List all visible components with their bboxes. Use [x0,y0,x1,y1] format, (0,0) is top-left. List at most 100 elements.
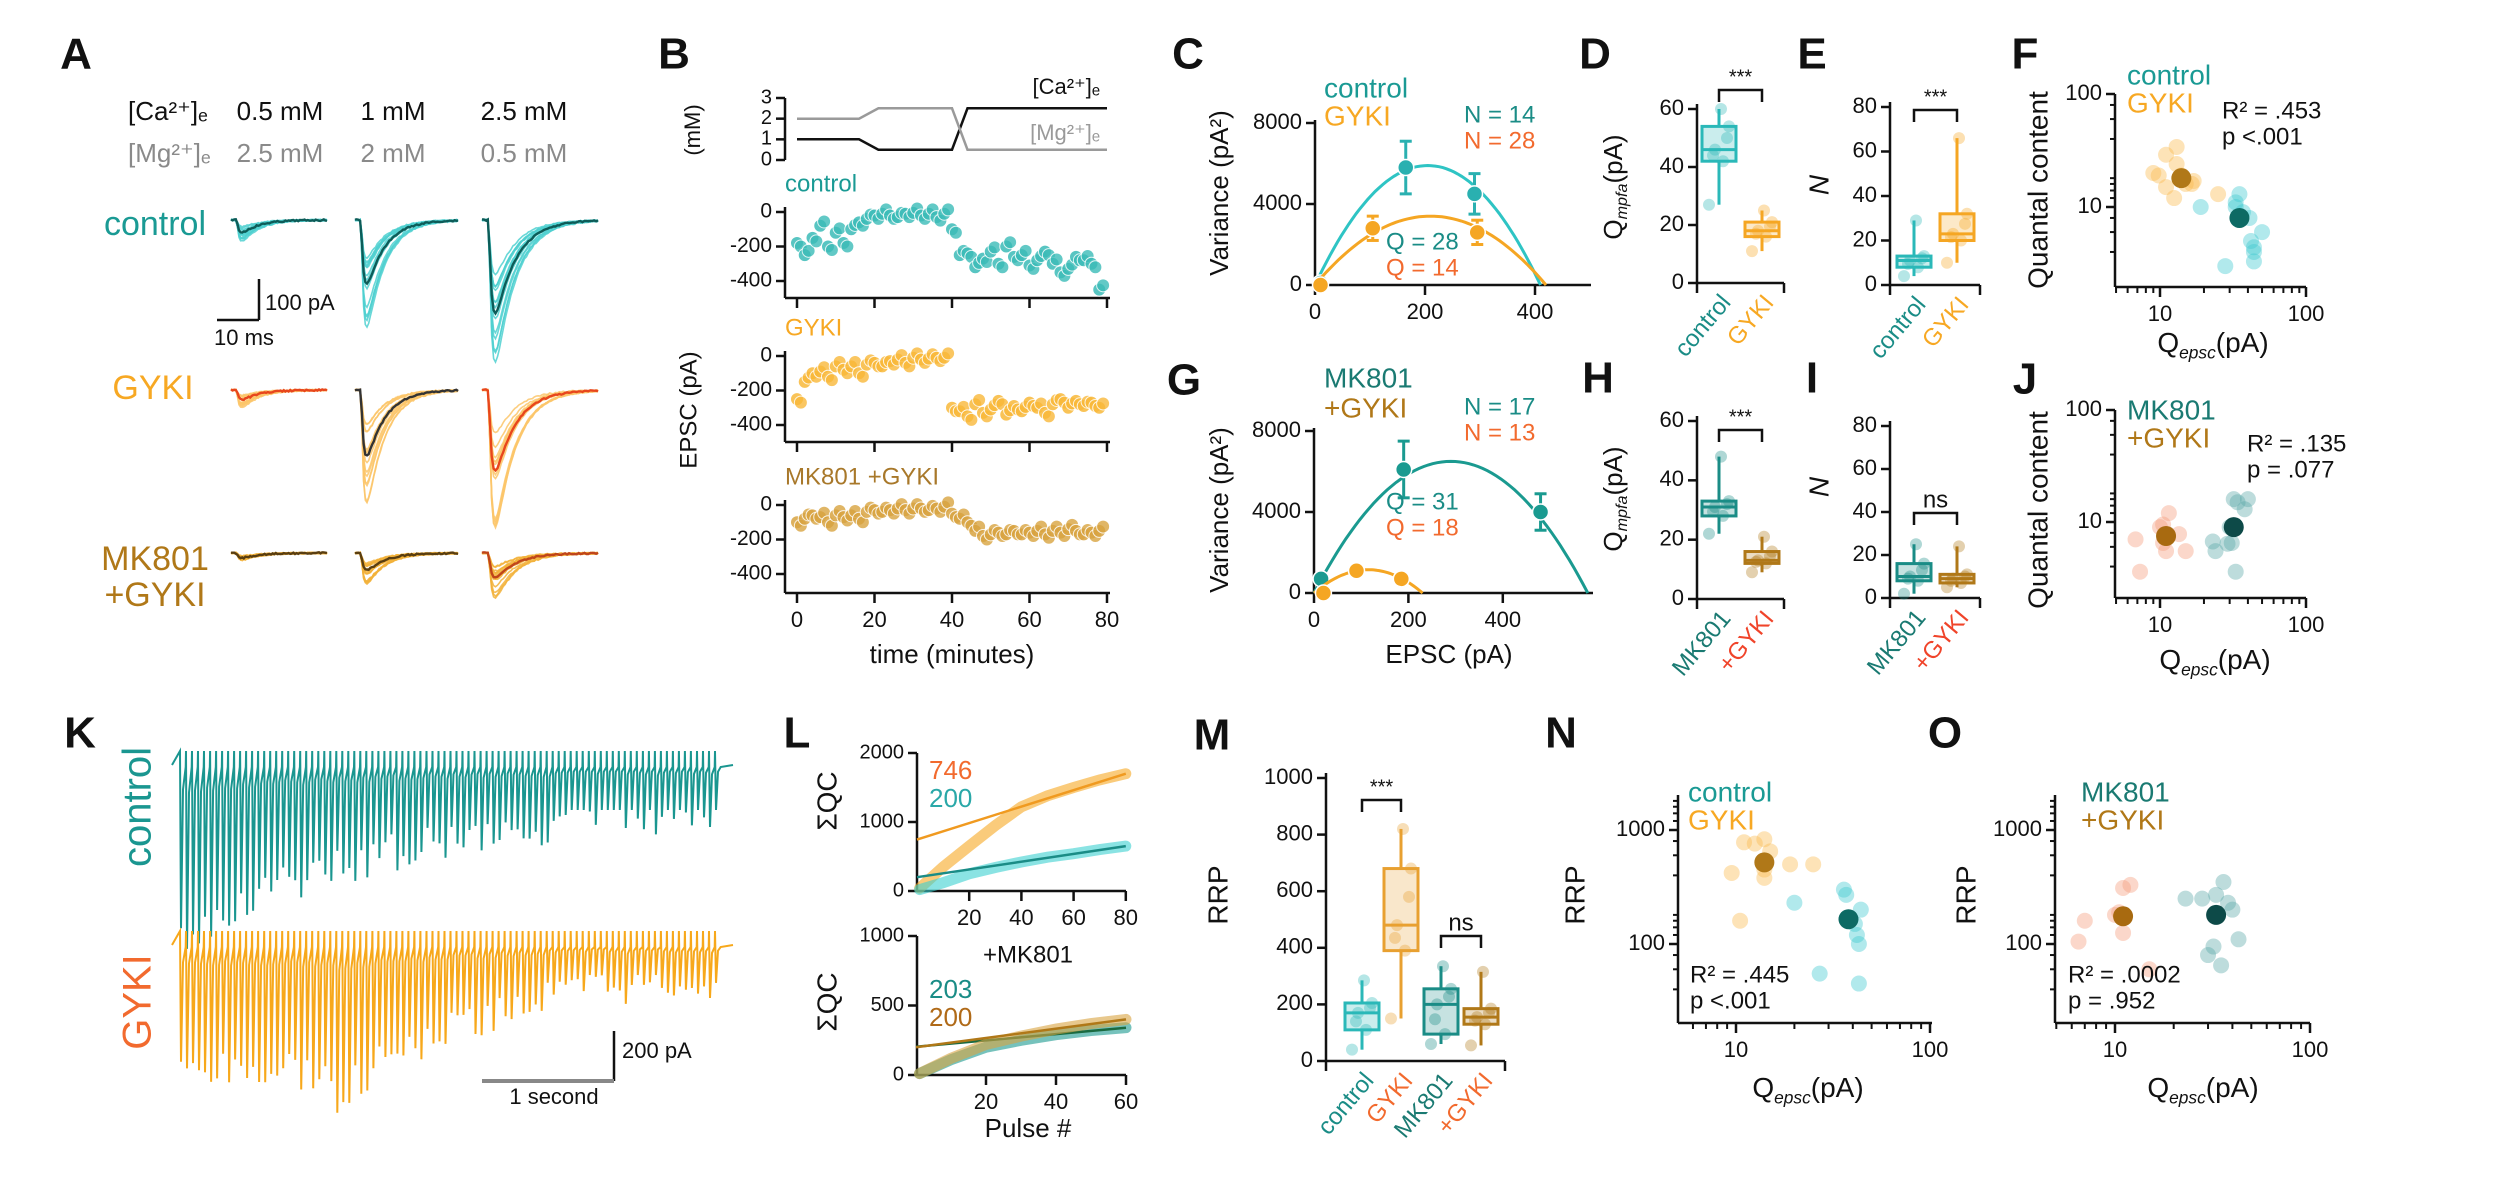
y-tick-label: 4000 [1252,498,1301,523]
label-main: Q [1598,531,1628,551]
panel-label-g: G [1167,356,1201,405]
mk801-condition-label: +MK801 [983,941,1073,968]
epsc-point [1003,235,1018,250]
legend-label: MK801 [2127,394,2216,425]
y-tick-label: 0 [1290,271,1302,296]
data-point [1397,822,1409,835]
significance-label: *** [1729,406,1753,428]
panel-label-i: I [1806,354,1818,403]
x-tick-label: 80 [1095,607,1119,632]
epsc-mean-trace [481,551,599,579]
data-point [1835,881,1852,898]
q-estimate-label: Q = 31 [1386,488,1459,515]
y-tick-label: 20 [1660,525,1684,550]
data-point [1756,869,1773,886]
data-point [1732,912,1749,929]
box [1938,212,1976,243]
y-tick-label: 40 [1660,153,1684,178]
data-point [2213,957,2230,974]
label-unit: (pA) [1598,446,1628,495]
significance-bracket [1717,88,1764,102]
ca-value: 1 mM [361,96,426,126]
x-tick-label: 80 [1114,905,1138,930]
data-point [2245,253,2262,270]
x-tick-label: 200 [1407,299,1444,324]
stats-label: R² = .453 [2222,97,2321,124]
q-estimate-label: Q = 28 [1386,228,1459,255]
panel-label-n: N [1545,709,1577,758]
y-tick-label: -200 [730,378,772,401]
linear-fit-line [916,772,1127,841]
data-point [2160,505,2177,522]
box [1343,1001,1381,1032]
epsc-point [1049,252,1064,267]
y-tick-label: 80 [1853,93,1877,118]
data-point [2242,233,2259,250]
mean-point [2171,168,2192,189]
epsc-mean-trace [230,551,328,560]
y-tick-label: 200 [1276,990,1313,1015]
epsc-point [1088,260,1103,275]
mg-concentration-label: [Mg²⁺]ₑ [128,138,211,168]
y-axis-label: Qmpfa(pA) [1598,446,1631,551]
data-point [2150,167,2167,184]
panel-label-l: L [784,709,811,758]
data-point [2166,190,2183,207]
data-point [1707,149,1719,162]
epsc-point [817,214,832,229]
y-axis-label: N [1803,174,1834,195]
epsc-point [793,395,808,410]
data-point [2204,533,2221,550]
x-tick-label: 100 [2288,301,2325,326]
stats-label: p = .077 [2247,456,2334,483]
data-point [2132,563,2149,580]
y-tick-label: 0 [893,879,904,901]
data-point [2229,494,2246,511]
significance-label: ns [1923,486,1948,513]
data-point [1910,538,1922,551]
epsc-mean-trace [354,551,459,571]
x-tick-label: 60 [1114,1089,1138,1114]
mean-variance-point [1364,219,1382,238]
epsc-mean-trace [230,387,328,402]
data-point [2219,535,2236,552]
scale-bar-amplitude-label: 200 pA [622,1038,692,1063]
data-point [2158,543,2175,560]
variance-axis-label: Variance (pA²) [1204,110,1234,276]
data-point [2192,199,2209,215]
data-point [2217,258,2234,275]
label-unit: (pA) [2206,1072,2259,1103]
significance-bracket [1912,511,1959,525]
x-tick-label: 40 [1044,1089,1068,1114]
epsc-trace [481,388,599,521]
epsc-trace [354,218,459,264]
timecourse-title: GYKI [785,314,842,341]
y-tick-label: 2000 [860,741,905,763]
parabola-fit-line [1313,214,1548,286]
label-subscript: epsc [2181,659,2218,679]
ca-value: 2.5 mM [481,96,568,126]
y-tick-label: -400 [730,269,772,292]
epsc-mean-trace [481,388,599,473]
data-point [2127,531,2144,548]
data-point [2227,194,2244,211]
y-tick-label: 0 [760,344,772,367]
data-point [2207,543,2224,560]
mean-point [2206,904,2227,925]
intercept-label: 746 [929,755,972,785]
data-point [1703,198,1715,211]
data-point [2141,961,2158,978]
x-tick-label: 100 [2292,1037,2329,1062]
label-main: Q [1598,219,1628,239]
y-tick-label: 0 [761,148,772,170]
y-axis-label: Quantal content [2022,411,2053,609]
mean-variance-point [1314,584,1333,602]
mean-variance-point [1347,561,1366,580]
x-tick-label: 400 [1484,607,1521,632]
data-point [1805,856,1822,873]
epsc-trace [481,218,599,355]
legend-mk801: MK801 [1324,362,1413,393]
data-point [2177,890,2194,907]
y-axis-label: RRP [1202,865,1233,924]
q-estimate-label: Q = 14 [1386,254,1459,281]
